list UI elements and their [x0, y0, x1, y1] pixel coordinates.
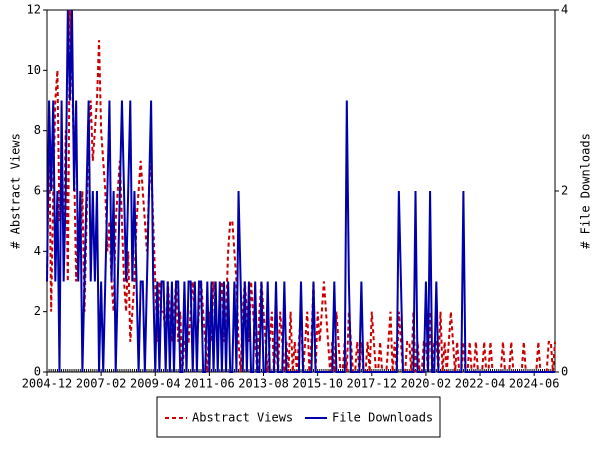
y2-axis-title: # File Downloads [579, 133, 593, 249]
data-line [46, 9, 556, 373]
x-tick-label: 2015-10 [292, 377, 343, 391]
y-tick-label: 2 [34, 304, 41, 318]
x-tick-label: 2024-06 [509, 377, 560, 391]
legend-label: Abstract Views [192, 411, 293, 425]
y-tick-label: 8 [34, 123, 41, 137]
data-line [46, 9, 555, 373]
legend-label: File Downloads [332, 411, 433, 425]
x-tick-label: 2013-08 [238, 377, 289, 391]
y-tick-label: 12 [27, 3, 41, 17]
y-axis-title: # Abstract Views [9, 133, 23, 249]
y2-tick-label: 4 [561, 3, 568, 17]
x-tick-label: 2011-06 [184, 377, 235, 391]
x-tick-label: 2007-02 [76, 377, 127, 391]
x-tick-label: 2009-04 [130, 377, 181, 391]
y2-tick-label: 0 [561, 365, 568, 379]
y2-tick-label: 2 [561, 184, 568, 198]
y-tick-label: 4 [34, 244, 41, 258]
legend-box [156, 396, 441, 438]
y-tick-label: 10 [27, 63, 41, 77]
y-tick-label: 0 [34, 365, 41, 379]
y-tick-label: 6 [34, 184, 41, 198]
x-tick-label: 2017-12 [346, 377, 397, 391]
x-tick-label: 2020-02 [401, 377, 452, 391]
x-tick-label: 2022-04 [455, 377, 506, 391]
x-tick-label: 2004-12 [22, 377, 73, 391]
